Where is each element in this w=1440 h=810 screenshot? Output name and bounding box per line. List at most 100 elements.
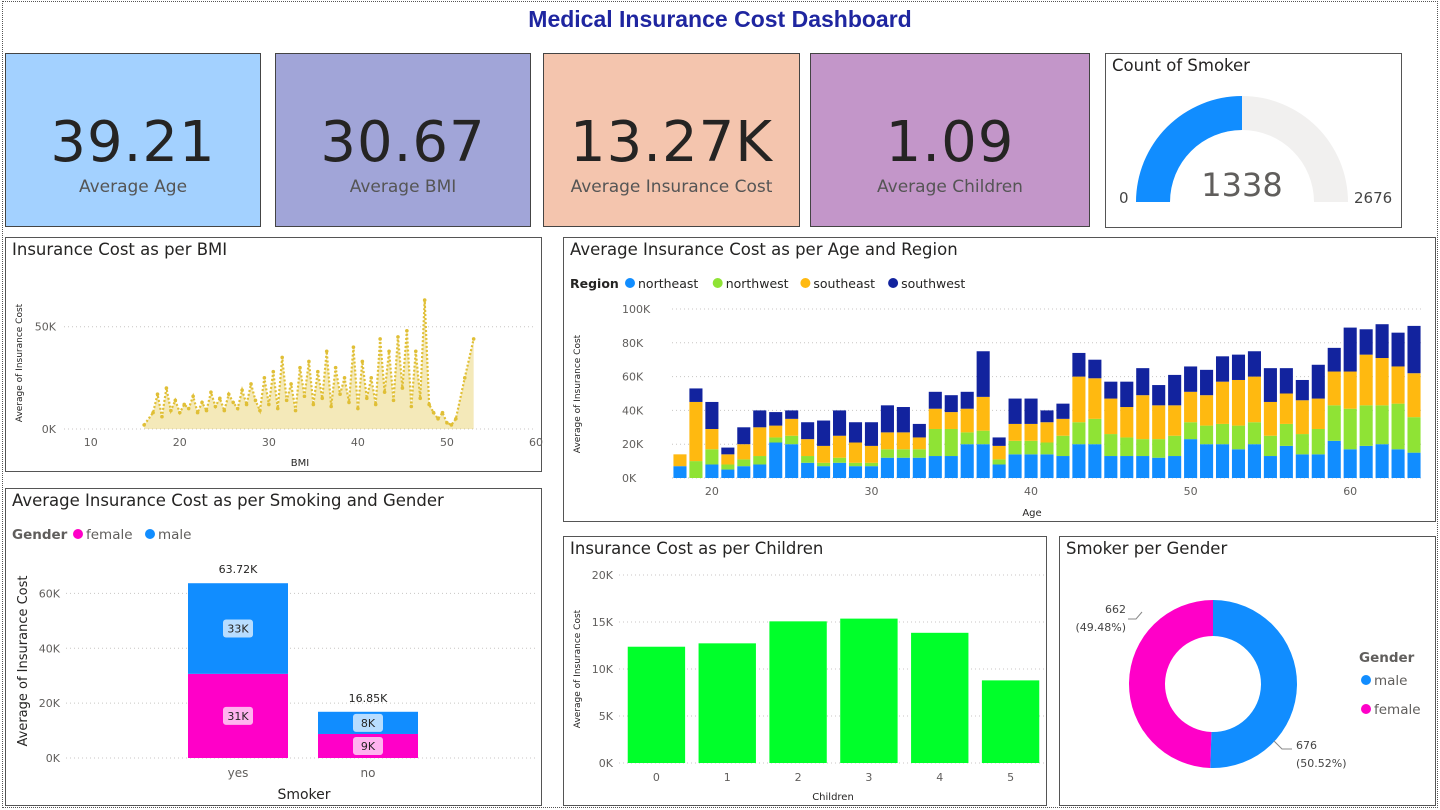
bar-southwest [1120, 381, 1134, 408]
bar-southwest [737, 427, 751, 445]
bar-northwest [1327, 405, 1341, 441]
gauge-panel[interactable]: Count of Smoker 1338 0 2676 [1105, 53, 1402, 228]
age-region-chart-title: Average Insurance Cost as per Age and Re… [570, 240, 958, 259]
bar-northwest [1279, 423, 1293, 446]
data-point [302, 394, 307, 399]
kpi-card-average-insurance-cost[interactable]: 13.27K Average Insurance Cost [543, 53, 800, 227]
bar-northeast [928, 456, 942, 478]
legend-item-male: male [1374, 673, 1407, 689]
bar-northeast [1343, 449, 1357, 478]
bar-southeast [1247, 376, 1261, 423]
kpi-value: 30.67 [320, 110, 486, 175]
data-point [378, 337, 382, 341]
bar-northwest [689, 461, 703, 478]
y-tick-label: 50K [35, 321, 57, 334]
children-chart-title: Insurance Cost as per Children [570, 539, 824, 558]
data-point [324, 349, 329, 354]
bar-northwest [1391, 403, 1405, 450]
y-tick-label: 15K [592, 616, 614, 629]
data-point [364, 396, 369, 401]
bar-northeast [721, 469, 735, 478]
data-point [391, 398, 396, 403]
bar-southeast [1184, 391, 1198, 423]
bar-northwest [1168, 435, 1182, 457]
data-point [400, 386, 405, 390]
bar-northwest [1056, 435, 1070, 457]
y-axis-label: Average of Insurance Cost [573, 609, 583, 728]
children-panel[interactable]: Insurance Cost as per Children 0K 5K 10K 15… [563, 536, 1047, 806]
data-point [293, 408, 298, 413]
bar-southeast [1359, 354, 1373, 406]
bar-southwest [1247, 351, 1261, 377]
bar-northwest [992, 459, 1006, 465]
bar-southwest [785, 410, 799, 419]
x-tick-label: 40 [1024, 485, 1038, 498]
data-point [338, 392, 342, 397]
bar-southeast [928, 408, 942, 429]
age-region-panel[interactable]: Average Insurance Cost as per Age and Re… [563, 237, 1436, 522]
bar-southwest [1295, 379, 1309, 401]
data-point [382, 390, 387, 394]
bar-northwest [864, 462, 879, 467]
kpi-value: 39.21 [50, 110, 216, 175]
data-point [213, 404, 218, 409]
bar-southeast [992, 445, 1006, 460]
bar-northeast [1024, 454, 1038, 478]
smoking-gender-panel[interactable]: Average Insurance Cost as per Smoking an… [5, 488, 542, 806]
kpi-label: Average Insurance Cost [570, 177, 773, 197]
bar-northeast [1311, 454, 1325, 478]
bar-northeast [1168, 456, 1182, 478]
bar-northeast [912, 457, 926, 478]
bar-northwest [801, 456, 815, 463]
bar-southwest [1263, 368, 1277, 402]
bar-southwest [721, 447, 735, 455]
data-label: 31K [227, 710, 249, 723]
bar-southeast [785, 418, 799, 436]
data-point [462, 376, 467, 380]
bar-southwest [1231, 354, 1246, 380]
bar-southwest [753, 410, 767, 428]
data-point [284, 398, 289, 403]
bar-southeast [896, 432, 910, 450]
bar-southwest [705, 401, 719, 429]
kpi-card-average-children[interactable]: 1.09 Average Children [810, 53, 1090, 227]
bar-northeast [1056, 456, 1070, 478]
bar-northwest [1359, 405, 1373, 446]
bar-northeast [1247, 444, 1261, 478]
bar-northwest [705, 449, 719, 465]
gauge-svg: 1338 0 2676 [1119, 96, 1392, 207]
bmi-chart-title: Insurance Cost as per BMI [12, 240, 228, 259]
data-label: 9K [361, 740, 376, 753]
bar-northeast [1136, 456, 1150, 478]
legend-item-female: female [86, 527, 133, 543]
bar-northeast [1184, 439, 1198, 478]
bar-northwest [817, 462, 831, 467]
x-tick-label: 60 [1343, 485, 1357, 498]
smoker-gender-panel[interactable]: Smoker per Gender 676 (50.52%) 662 (49.48%)… [1059, 536, 1436, 806]
y-axis-label: Average of Insurance Cost [16, 576, 31, 747]
kpi-value: 13.27K [569, 110, 774, 175]
bar-northeast [976, 444, 990, 478]
bar-northwest [912, 449, 926, 458]
kpi-card-average-bmi[interactable]: 30.67 Average BMI [275, 53, 531, 227]
y-tick-label: 5K [599, 710, 614, 723]
bar-northeast [1008, 454, 1022, 478]
bar-northeast [1295, 454, 1309, 478]
bar-northeast [960, 444, 974, 478]
bar-southeast [848, 442, 863, 463]
bar-southwest [1136, 368, 1150, 396]
data-point [333, 365, 338, 370]
bmi-panel[interactable]: Insurance Cost as per BMI 0K 50K 10 20 30 40 5… [5, 237, 543, 472]
bar-northwest [785, 435, 799, 445]
kpi-label: Average BMI [349, 177, 457, 197]
bar-northeast [1088, 444, 1102, 478]
x-tick-label: 3 [865, 771, 872, 784]
data-point [253, 398, 258, 403]
data-point [307, 359, 311, 364]
kpi-label: Average Age [78, 177, 188, 197]
data-point [449, 423, 454, 427]
data-label: 8K [361, 717, 376, 730]
bar-northwest [944, 428, 958, 457]
kpi-card-average-age[interactable]: 39.21 Average Age [5, 53, 261, 227]
legend-marker [1361, 675, 1371, 685]
